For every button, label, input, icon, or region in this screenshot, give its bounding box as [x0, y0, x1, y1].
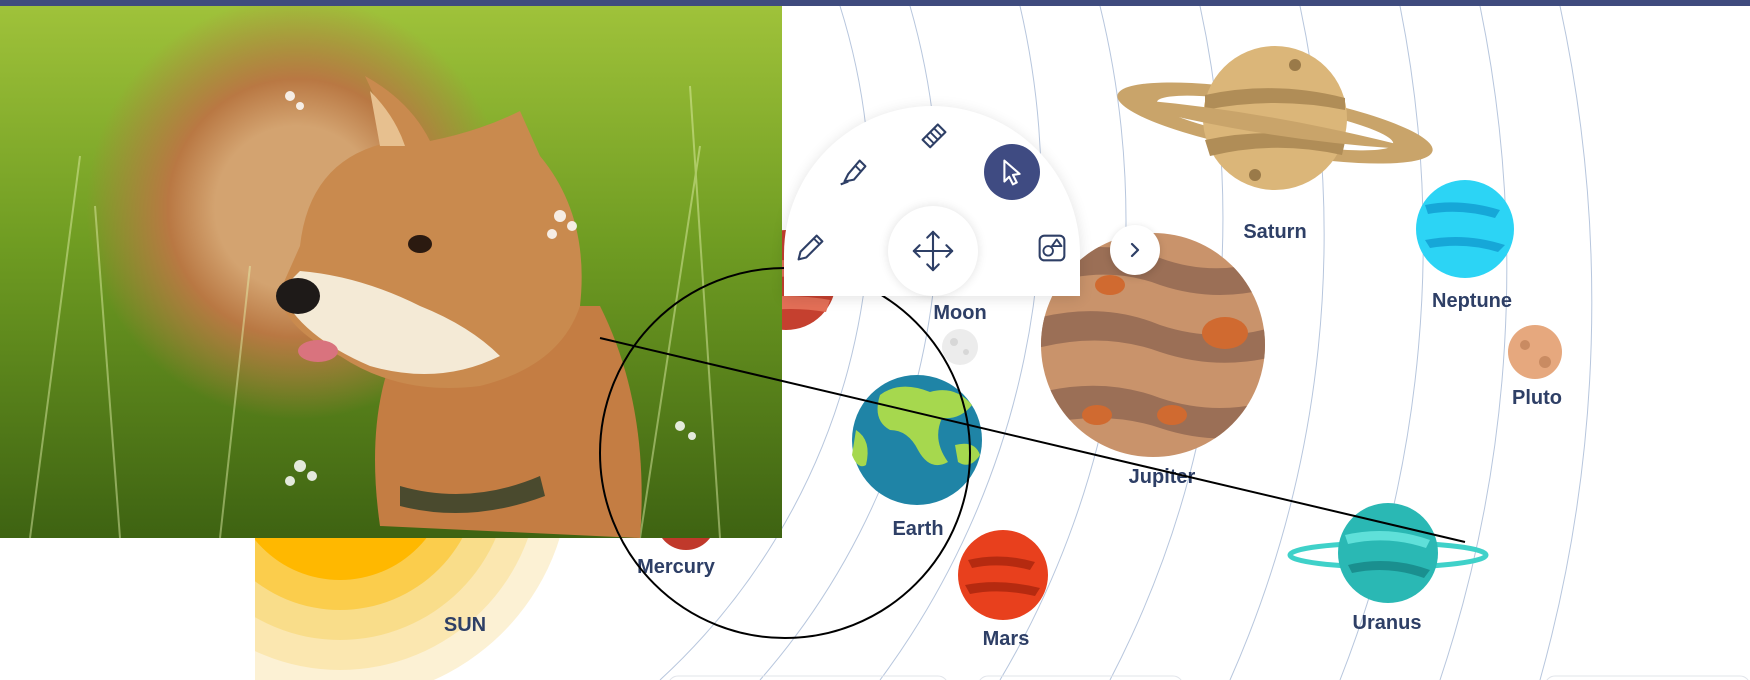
highlighter-icon: [840, 159, 867, 186]
saturn-label: Saturn: [1243, 221, 1307, 243]
uranus-label: Uranus: [1352, 612, 1422, 634]
pencil-icon: [797, 234, 824, 261]
dog-photo[interactable]: [0, 6, 782, 538]
sun-label: SUN: [443, 614, 487, 636]
highlighter-tool[interactable]: [826, 144, 882, 200]
shapes-icon: [1038, 234, 1066, 262]
pencil-tool[interactable]: [782, 220, 838, 276]
moon-label: Moon: [933, 302, 987, 324]
eraser-icon: [921, 123, 947, 149]
select-tool[interactable]: [984, 144, 1040, 200]
neptune-image: [1416, 180, 1514, 278]
toolbar-expand-button[interactable]: [1110, 225, 1160, 275]
moon-image: [942, 329, 978, 365]
move-icon: [912, 230, 954, 272]
saturn-image: [1117, 46, 1433, 190]
cursor-icon: [1003, 159, 1021, 186]
shapes-tool[interactable]: [1024, 220, 1080, 276]
dog-illustration: [29, 76, 721, 538]
jupiter-label: Jupiter: [1128, 466, 1196, 488]
chevron-right-icon: [1130, 242, 1140, 258]
move-tool[interactable]: [888, 206, 978, 296]
mercury-label: Mercury: [637, 556, 715, 578]
bottom-panels: [669, 675, 1749, 680]
mars-label: Mars: [982, 628, 1030, 650]
uranus-image: [1287, 503, 1489, 603]
pluto-label: Pluto: [1512, 387, 1562, 409]
earth-label: Earth: [892, 518, 944, 540]
pluto-image: [1508, 325, 1562, 379]
top-header-bar: [0, 0, 1750, 6]
eraser-tool[interactable]: [906, 106, 962, 162]
neptune-label: Neptune: [1432, 290, 1512, 312]
earth-image: [852, 375, 982, 505]
mars-image: [958, 530, 1048, 620]
